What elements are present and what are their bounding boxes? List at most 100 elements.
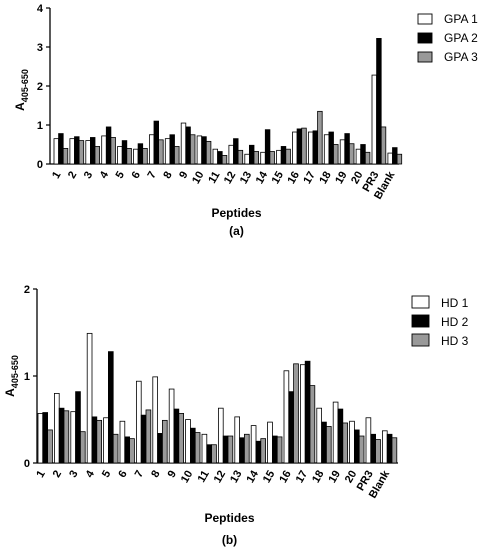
x-tick-label-a: 17 (301, 170, 318, 187)
bar-a-gpa-1-4 (101, 135, 107, 165)
bar-b-hd-1-16 (283, 370, 290, 464)
bar-a-gpa-1-20 (355, 148, 362, 165)
bar-b-hd-2-5 (108, 351, 114, 464)
bar-a-gpa-3-10 (205, 140, 212, 165)
bar-b-hd-3-2 (63, 410, 70, 464)
x-tick-label-b: 19 (326, 469, 343, 486)
bar-a-gpa-2-11 (217, 151, 223, 165)
x-tick-label-b: 9 (166, 469, 179, 480)
x-tick-label-b: 14 (244, 468, 261, 485)
legend-swatch-a (417, 51, 433, 63)
bar-b-hd-3-9 (178, 413, 185, 464)
y-tick-label-b: 1 (24, 371, 30, 383)
bar-b-hd-2-blank (386, 433, 393, 464)
legend-label-b: HD 3 (441, 334, 469, 348)
x-tick-label-a: 3 (82, 170, 95, 181)
y-axis-title-main: A (3, 388, 17, 397)
x-tick-label-b: 4 (84, 468, 98, 480)
bar-b-hd-3-6 (129, 438, 135, 464)
legend-swatch-b (411, 333, 430, 347)
x-tick-label-a: 4 (98, 169, 112, 181)
bar-b-hd-2-14 (255, 440, 262, 464)
y-tick-label-b: 2 (24, 284, 30, 296)
y-axis-title-main: A (13, 102, 27, 111)
bar-a-gpa-3-11 (221, 155, 228, 165)
bar-a-gpa-2-4 (105, 126, 112, 165)
bar-a-gpa-1-19 (339, 139, 346, 165)
bar-b-hd-1-4 (86, 332, 93, 464)
bar-b-hd-2-1 (42, 412, 48, 464)
bar-a-gpa-1-18 (323, 134, 330, 165)
x-tick-label-b: 11 (196, 469, 212, 485)
panel-label-a: (a) (229, 224, 244, 238)
bar-b-hd-2-2 (58, 407, 65, 464)
bar-b-hd-2-19 (337, 408, 344, 464)
bar-a-gpa-3-3 (94, 146, 100, 165)
bar-b-hd-1-5 (103, 417, 109, 464)
x-tick-label-b: 8 (149, 469, 162, 480)
bar-b-hd-1-3 (70, 411, 77, 464)
y-axis-title-sub: 405-650 (10, 355, 20, 388)
bar-b-hd-3-5 (112, 433, 119, 464)
bar-a-gpa-3-18 (333, 144, 339, 165)
bar-b-hd-2-3 (75, 391, 81, 464)
x-tick-label-a: 19 (333, 170, 350, 187)
x-tick-label-b: 7 (133, 469, 146, 480)
x-tick-label-a: 14 (254, 169, 271, 186)
bar-b-hd-1-blank (381, 430, 388, 464)
x-tick-label-a: 2 (66, 170, 79, 181)
bar-b-hd-2-7 (140, 414, 147, 464)
bar-b-hd-3-15 (276, 436, 283, 464)
x-tick-label-b: 2 (51, 469, 64, 480)
bar-a-gpa-3-13 (253, 151, 259, 165)
bar-a-gpa-3-7 (158, 139, 164, 165)
bar-a-gpa-1-1 (53, 138, 59, 165)
bar-b-hd-2-4 (91, 416, 98, 464)
bar-b-hd-3-8 (161, 419, 168, 464)
bar-b-hd-3-blank (391, 437, 398, 464)
bar-a-gpa-2-17 (312, 130, 318, 165)
bar-b-hd-3-14 (260, 438, 266, 464)
y-axis-title-a: A405-650 (13, 69, 30, 111)
legend-label-a: GPA 1 (444, 12, 478, 26)
bar-a-gpa-3-6 (142, 147, 148, 165)
legend-label-b: HD 2 (441, 315, 469, 329)
bar-a-gpa-2-20 (360, 144, 366, 165)
bar-b-hd-3-4 (96, 419, 103, 464)
x-tick-label-b: 13 (228, 469, 245, 486)
bar-b-hd-2-10 (189, 427, 196, 464)
bar-a-gpa-3-20 (364, 151, 371, 165)
x-tick-label-b: 5 (100, 469, 113, 480)
x-tick-label-b: 3 (67, 469, 80, 480)
bar-b-hd-1-2 (54, 392, 60, 464)
bar-b-hd-3-3 (80, 431, 86, 464)
bar-a-gpa-1-13 (244, 153, 250, 165)
bar-b-hd-1-10 (185, 419, 191, 464)
bar-a-gpa-1-17 (307, 131, 314, 165)
bar-b-hd-3-pr3 (375, 439, 381, 464)
bar-a-gpa-2-14 (264, 129, 271, 165)
x-tick-label-b: 15 (261, 469, 278, 486)
bar-b-hd-1-20 (349, 420, 355, 464)
bar-b-hd-1-17 (299, 364, 306, 464)
bar-b-hd-3-12 (227, 435, 234, 464)
x-tick-label-a: 20 (349, 170, 366, 187)
x-tick-label-a: 12 (222, 170, 239, 187)
y-axis-title-sub: 405-650 (20, 69, 30, 102)
x-tick-label-b: 6 (116, 469, 129, 480)
bar-a-gpa-3-9 (189, 134, 196, 165)
bar-a-gpa-3-14 (269, 151, 275, 165)
y-tick-label-a: 0 (37, 159, 43, 171)
bar-a-gpa-2-12 (233, 138, 239, 165)
bar-b-hd-1-19 (332, 401, 339, 464)
bar-a-gpa-3-19 (348, 143, 355, 165)
bar-b-hd-1-7 (135, 380, 142, 464)
bar-a-gpa-2-8 (169, 134, 175, 165)
x-tick-label-a: 5 (114, 170, 127, 181)
legend-swatch-b (411, 314, 430, 328)
bar-b-hd-3-18 (325, 426, 332, 464)
x-tick-label-b: 1 (34, 469, 47, 480)
bar-a-gpa-1-11 (212, 148, 218, 165)
bar-a-gpa-3-5 (126, 147, 132, 165)
